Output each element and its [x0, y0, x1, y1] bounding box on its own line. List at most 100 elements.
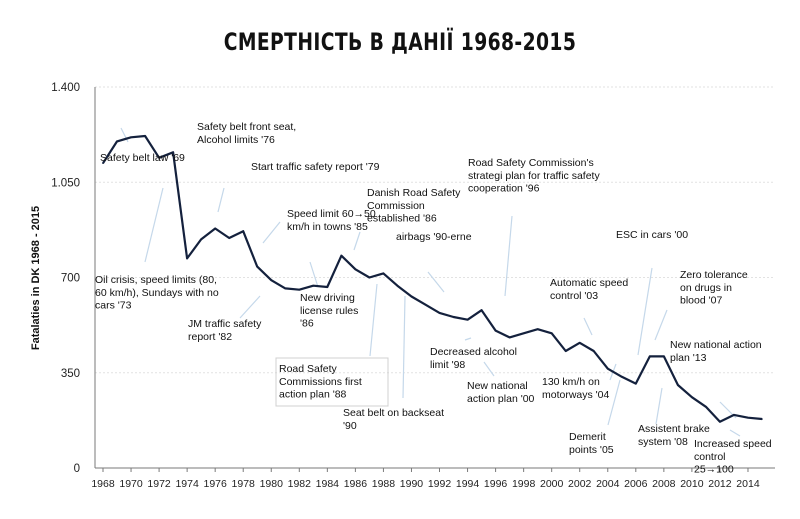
annotation-leader — [239, 295, 261, 319]
data-point — [298, 288, 301, 291]
annotation-text: New national action — [670, 339, 762, 351]
data-point — [270, 279, 273, 282]
data-point — [578, 342, 581, 344]
data-point — [172, 151, 174, 154]
annotation-text: Road Safety — [279, 363, 338, 375]
annotation-leader — [729, 429, 741, 437]
data-point — [116, 140, 118, 143]
annotation-text: ESC in cars '00 — [616, 229, 688, 241]
annotation-text: 130 km/h on — [542, 376, 600, 388]
x-tick-label: 2002 — [568, 478, 592, 490]
data-point — [747, 416, 749, 419]
data-point — [691, 396, 693, 399]
axes: 0 350 700 1.050 1.400 1968 1970 1972 1974 1976 197… — [30, 82, 775, 490]
annotation-text: system '08 — [638, 436, 688, 448]
x-tick-label: 1978 — [232, 478, 256, 490]
data-point — [705, 405, 707, 408]
annotation-text: airbags '90-erne — [396, 231, 472, 243]
x-tick-label: 2010 — [680, 478, 704, 490]
annotation-leader — [144, 187, 164, 263]
data-point — [144, 135, 146, 137]
annotation-text: report '82 — [188, 331, 232, 343]
x-tick-label: 1972 — [147, 478, 171, 490]
annotation-text: cooperation '96 — [468, 183, 540, 195]
data-point — [761, 418, 763, 420]
y-tick-label: 1.400 — [51, 82, 80, 94]
chart-title: СМЕРТНІСТЬ В ДАНІЇ 1968-2015 — [223, 28, 577, 56]
annotation-leader — [483, 361, 495, 377]
annotation-text: Alcohol limits '76 — [197, 134, 275, 146]
data-point — [410, 295, 413, 298]
annotation-text: Commission — [367, 200, 425, 212]
annotation-text: strategi plan for traffic safety — [468, 170, 600, 182]
series-line — [102, 134, 763, 423]
data-point — [326, 286, 329, 288]
data-point — [382, 272, 385, 275]
data-point — [592, 350, 595, 352]
annotation-text: established '86 — [367, 213, 437, 225]
annotation-text: control '03 — [550, 290, 598, 302]
x-tick-label: 1984 — [316, 478, 340, 490]
y-tick-label: 0 — [74, 463, 80, 475]
annotation-leader — [427, 271, 445, 293]
data-point — [466, 318, 469, 321]
annotation-text: New national — [467, 380, 528, 392]
x-tick-label: 1976 — [203, 478, 227, 490]
annotation-text: cars '73 — [95, 300, 132, 312]
annotation-leader — [369, 283, 378, 357]
data-point — [719, 420, 721, 423]
data-point — [649, 355, 651, 358]
x-tick-label: 1968 — [91, 478, 115, 490]
data-point — [186, 257, 188, 260]
annotation-leader — [120, 127, 129, 143]
annotation-leader — [583, 317, 593, 336]
data-point — [438, 312, 441, 314]
data-point — [494, 329, 497, 332]
y-tick-label: 350 — [61, 368, 80, 380]
annotation-leader — [402, 295, 406, 399]
annotation-leader — [504, 215, 513, 297]
annotation-leaders — [120, 127, 741, 437]
annotation-leader — [655, 387, 663, 425]
annotation-text: Speed limit 60→50 — [287, 208, 376, 220]
annotation-leader — [637, 267, 653, 356]
annotation-leader — [309, 261, 319, 288]
data-point — [354, 268, 357, 271]
annotation-leader — [262, 221, 281, 244]
annotation-text: on drugs in — [680, 282, 732, 294]
data-point — [200, 238, 202, 241]
x-tick-label: 1992 — [428, 478, 452, 490]
annotation-text: Safety belt front seat, — [197, 121, 296, 133]
annotation-text: Demerit — [569, 431, 606, 443]
annotation-text: Start traffic safety report '79 — [251, 161, 380, 173]
annotation-text: Increased speed — [694, 438, 772, 450]
x-tick-label: 2000 — [540, 478, 564, 490]
data-point — [256, 265, 259, 268]
annotation-text: New driving — [300, 292, 355, 304]
y-tick-label: 700 — [61, 273, 80, 285]
data-point — [564, 350, 567, 352]
data-point — [536, 328, 539, 331]
data-point — [214, 227, 216, 230]
x-tick-label: 2004 — [596, 478, 620, 490]
annotation-text: motorways '04 — [542, 389, 610, 401]
annotation-text: blood '07 — [680, 295, 722, 307]
data-point — [242, 230, 245, 233]
annotation-text: 25→100 — [694, 464, 734, 476]
data-point — [550, 332, 553, 335]
x-tick-label: 1986 — [344, 478, 368, 490]
annotation-text: license rules — [300, 305, 358, 317]
x-tick-label: 1974 — [175, 478, 199, 490]
data-point — [480, 309, 483, 311]
annotation-text: plan '13 — [670, 352, 707, 364]
grid-layer — [95, 86, 775, 374]
annotation-text: points '05 — [569, 444, 614, 456]
annotation-text: Oil crisis, speed limits (80, — [95, 274, 217, 286]
y-axis-label: Fatalaties in DK 1968 - 2015 — [30, 206, 42, 350]
data-point — [677, 384, 679, 386]
data-point — [396, 284, 399, 287]
annotation-text: Danish Road Safety — [367, 187, 461, 199]
annotation-text: km/h in towns '85 — [287, 221, 368, 233]
data-point — [130, 136, 132, 139]
annotation-text: limit '98 — [430, 359, 465, 371]
